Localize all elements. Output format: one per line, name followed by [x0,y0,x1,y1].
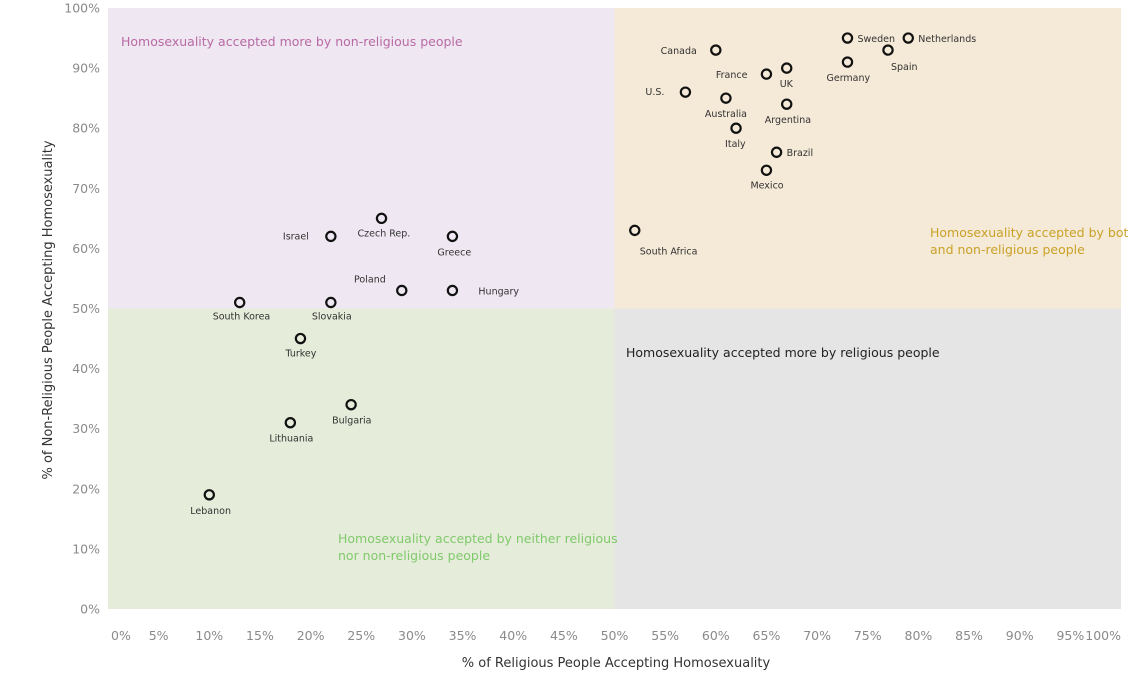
x-tick-label: 55% [651,628,679,643]
x-tick-label: 100% [1085,628,1121,643]
point-labels: Netherlands Sweden Spain Canada Germany UK Fra… [190,34,976,517]
data-point [841,32,854,44]
quadrant-top-right [614,8,1121,309]
x-tick-label: 40% [499,628,527,643]
point-label: Australia [705,109,747,120]
x-tick-label: 25% [347,628,375,643]
quadrant-label-top-left: Homosexuality accepted more by non-relig… [121,34,463,49]
y-tick-label: 0% [80,602,100,617]
x-tick-label: 0% [111,628,131,643]
x-axis-title: % of Religious People Accepting Homosexu… [462,656,771,671]
data-point [375,212,388,225]
point-label: Sweden [857,34,895,45]
x-tick-label: 15% [246,628,274,643]
data-point [710,44,722,56]
point-label: Turkey [284,349,316,360]
quadrant-top-left [108,8,615,309]
x-tick-label: 35% [449,628,477,643]
point-label: Spain [891,62,918,73]
x-tick-label: 85% [955,628,983,643]
y-tick-label: 60% [72,241,100,256]
x-tick-label: 70% [803,628,831,643]
data-point [720,92,732,104]
data-point [781,62,793,74]
x-tick-label: 75% [854,628,882,643]
data-point [730,122,742,134]
point-label: Italy [725,139,746,150]
point-label: Lebanon [190,506,231,517]
data-point [233,296,246,309]
quadrant-label-bottom-left: Homosexuality accepted by neither religi… [338,531,618,563]
quadrant-label-top-right: Homosexuality accepted by both religious… [930,225,1128,257]
y-tick-label: 70% [72,181,100,196]
quadrant-labels: Homosexuality accepted more by non-relig… [121,34,1128,563]
x-tick-label: 65% [753,628,781,643]
data-point [294,332,307,345]
point-label: Hungary [478,286,519,297]
x-tick-label: 5% [149,628,169,643]
y-tick-label: 100% [64,1,100,16]
point-label: UK [780,79,794,90]
data-point [203,489,215,501]
point-label: Bulgaria [332,416,371,427]
quadrant-bottom-left [108,308,615,609]
data-point [841,56,854,68]
data-point [446,230,459,243]
point-label: Germany [826,73,870,84]
y-axis-ticks: 0% 10% 20% 30% 40% 50% 60% 70% 80% 90% 100% [64,1,100,617]
x-tick-label: 60% [702,628,730,643]
x-tick-label: 90% [1006,628,1034,643]
y-tick-label: 20% [72,481,100,496]
data-point [284,416,297,429]
point-label: Israel [283,231,309,242]
x-axis-ticks: 0% 5% 10% 15% 20% 25% 30% 35% 40% 45% 50% 55% 60% 65%… [111,628,1121,643]
data-point [760,164,773,176]
point-label: South Korea [213,311,271,322]
data-point [325,230,337,243]
x-tick-label: 95% [1056,628,1084,643]
point-label: South Africa [640,246,698,257]
data-point [446,284,459,297]
point-label: Lithuania [269,434,313,445]
x-tick-label: 80% [905,628,933,643]
y-tick-label: 30% [72,421,100,436]
x-tick-label: 45% [550,628,578,643]
y-tick-label: 10% [72,541,100,556]
point-label: France [716,70,748,81]
quadrant-label-bottom-right: Homosexuality accepted more by religious… [626,345,940,360]
y-tick-label: 90% [72,61,100,76]
point-label: Czech Rep. [358,228,411,239]
y-tick-label: 50% [72,301,100,316]
data-points [203,32,914,501]
y-axis-title: % of Non-Religious People Accepting Homo… [41,140,56,479]
data-point [902,32,914,44]
point-label: U.S. [645,87,664,98]
data-point [396,284,408,297]
y-tick-label: 80% [72,121,100,136]
point-label: Brazil [787,148,814,159]
data-point [629,224,641,237]
data-point [781,98,793,110]
point-label: Netherlands [918,34,976,45]
point-label: Mexico [750,180,783,191]
data-point [760,68,773,80]
point-label: Argentina [765,115,811,126]
x-tick-label: 20% [297,628,325,643]
x-tick-label: 10% [195,628,223,643]
point-label: Canada [661,46,697,57]
quadrant-bottom-right [614,308,1121,609]
quadrant-backgrounds [108,8,1121,609]
point-label: Greece [437,247,471,258]
x-tick-label: 50% [601,628,629,643]
point-label: Slovakia [312,311,352,322]
data-point [770,146,783,158]
data-point [345,398,357,411]
data-point [882,44,894,56]
x-tick-label: 30% [398,628,426,643]
data-point [325,296,337,309]
point-label: Poland [354,274,386,285]
y-tick-label: 40% [72,361,100,376]
data-point [679,86,692,98]
